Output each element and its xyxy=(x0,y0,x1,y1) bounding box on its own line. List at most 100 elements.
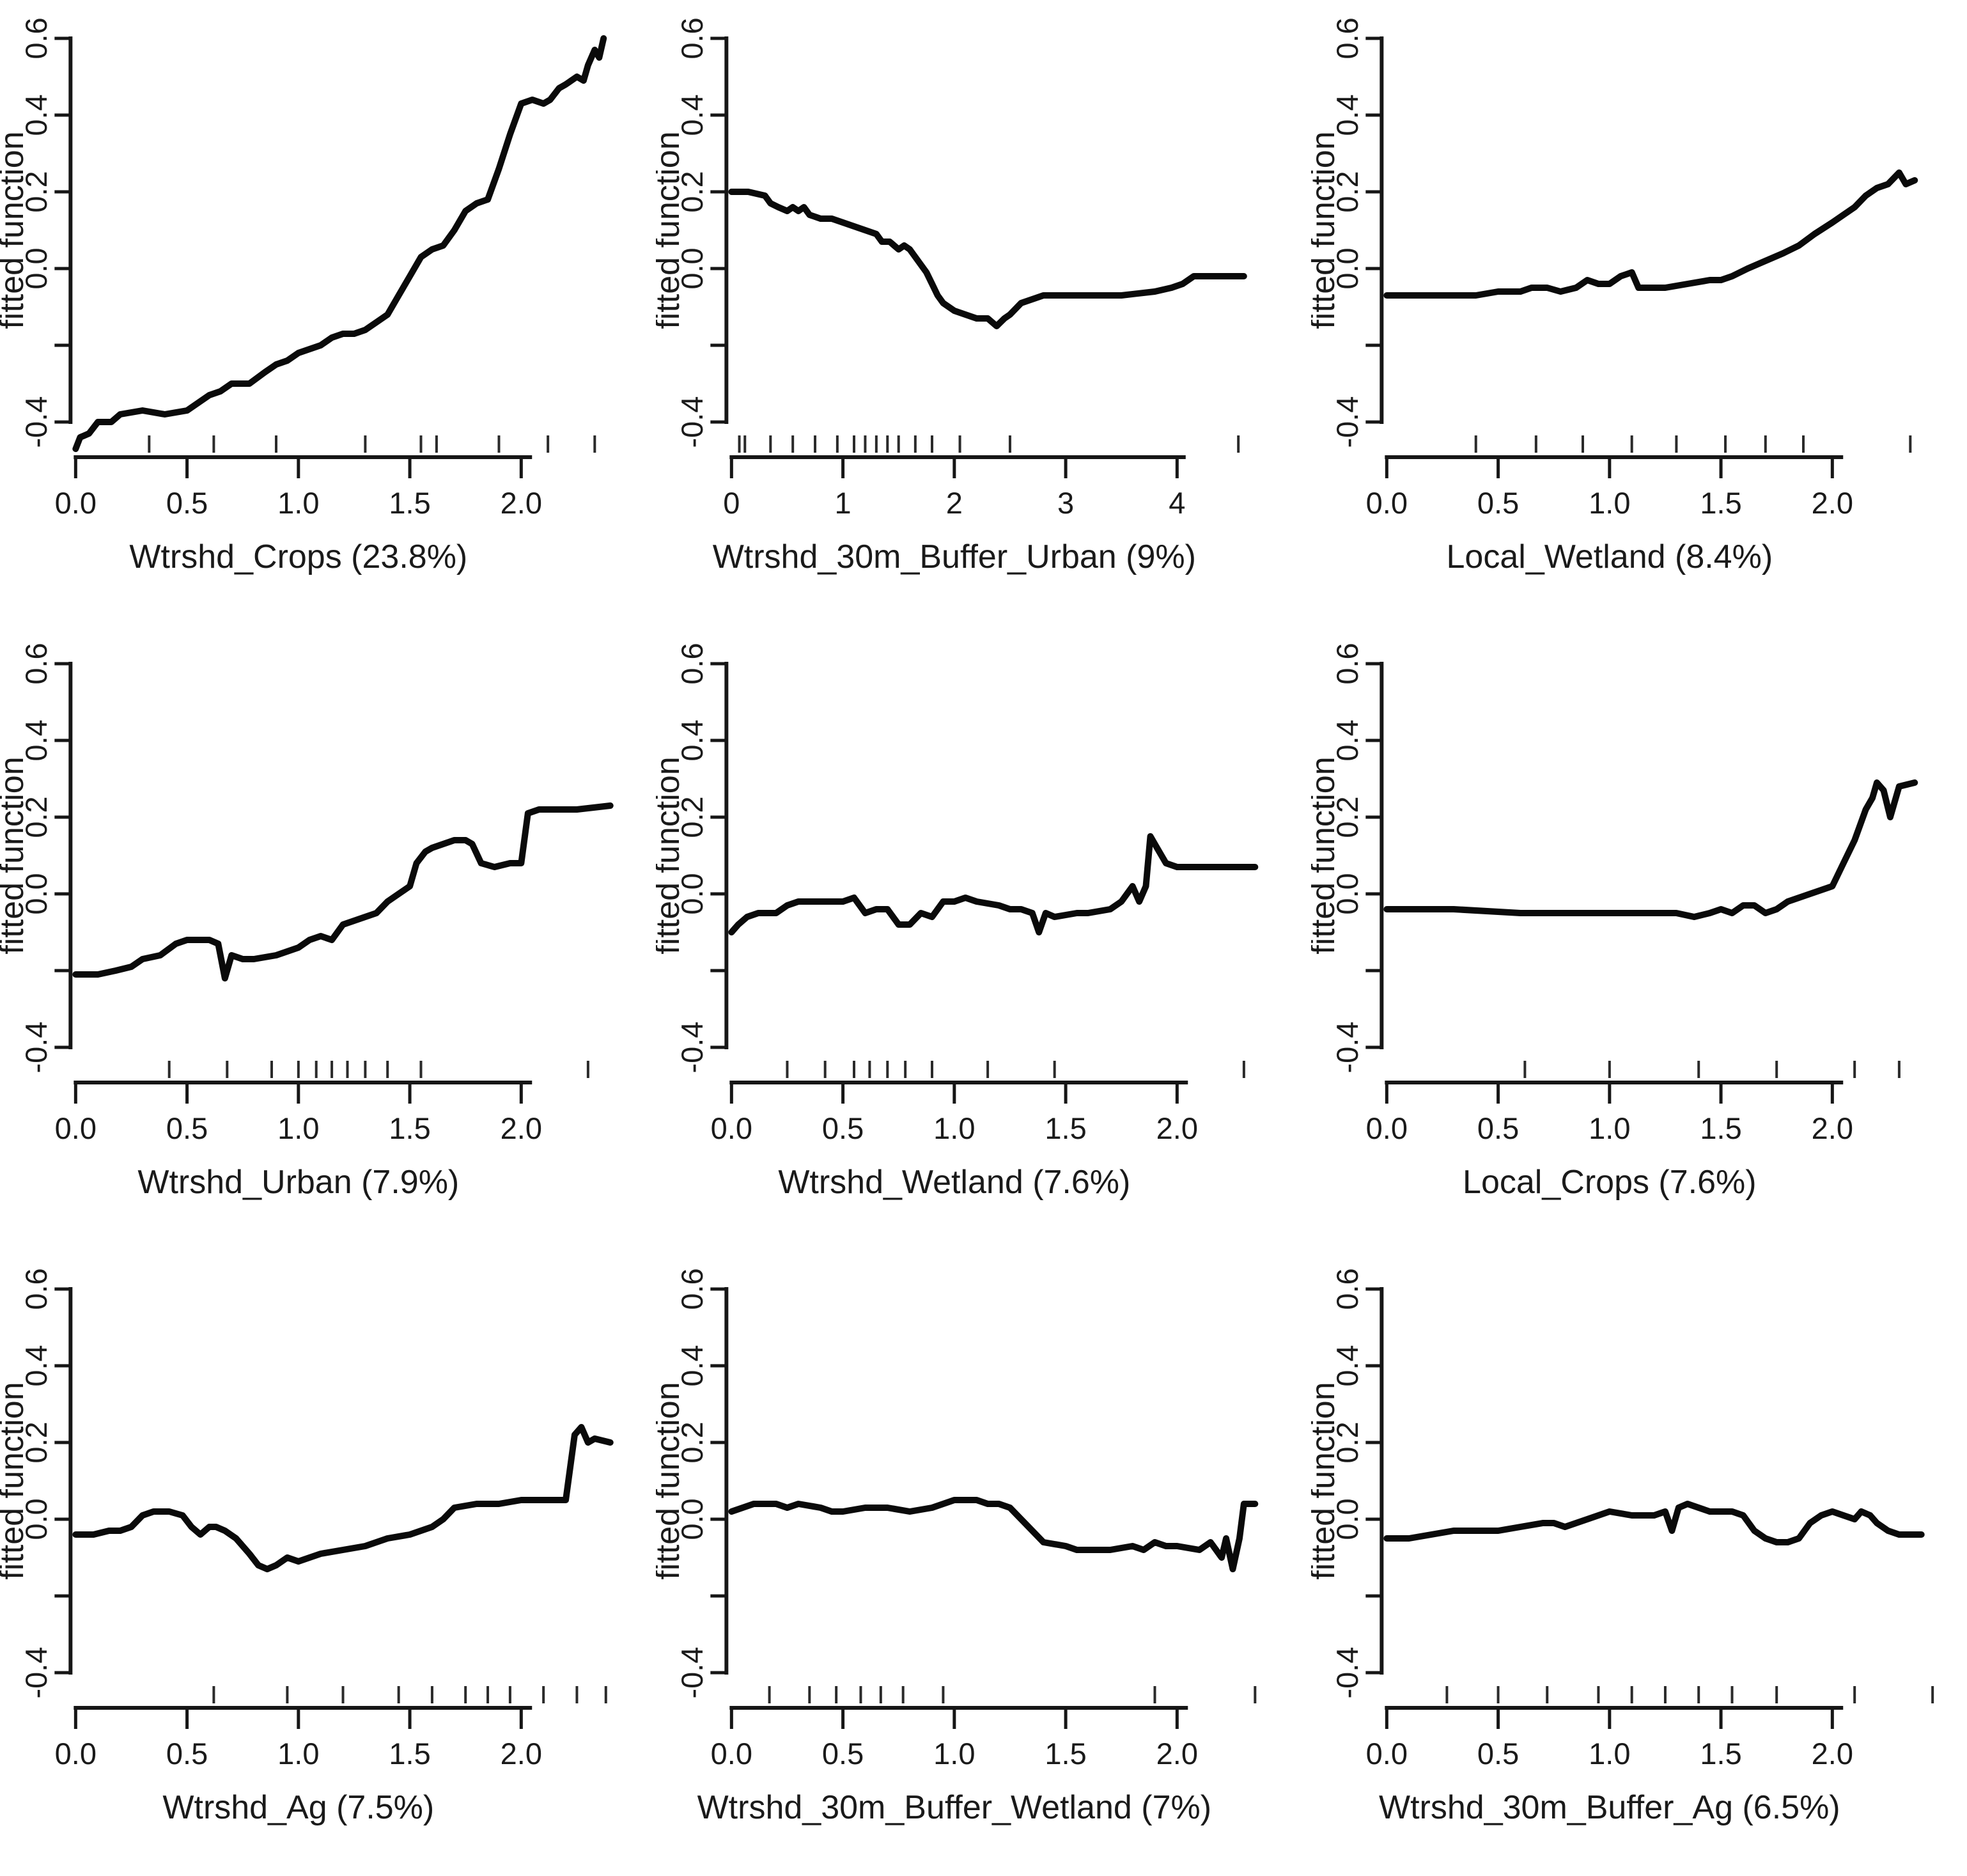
fitted-curve xyxy=(72,802,614,981)
x-tick-label: 3 xyxy=(1057,486,1074,520)
y-tick-label: 0.4 xyxy=(1330,94,1364,136)
y-axis-title: fitted function xyxy=(1311,131,1342,329)
y-axis-title: fitted function xyxy=(0,1382,31,1579)
x-tick-label: 1.5 xyxy=(1700,1111,1742,1145)
y-tick-label: 0.4 xyxy=(1330,1345,1364,1386)
x-axis-title: Wtrshd_30m_Buffer_Wetland (7%) xyxy=(697,1789,1211,1826)
y-tick-label: 0.2 xyxy=(674,1421,708,1463)
y-tick-label: -0.4 xyxy=(1330,396,1364,448)
x-tick-label: 1.0 xyxy=(933,1111,975,1145)
x-tick-label: 0.5 xyxy=(822,1111,864,1145)
x-tick-label: 0.0 xyxy=(1366,1111,1408,1145)
x-axis-title: Wtrshd_Urban (7.9%) xyxy=(137,1164,459,1201)
x-tick-label: 2.0 xyxy=(501,1737,542,1770)
x-tick-label: 0.5 xyxy=(166,486,208,520)
y-tick-label: 0.6 xyxy=(19,17,53,59)
x-tick-label: 4 xyxy=(1169,486,1185,520)
x-tick-label: 1.5 xyxy=(1045,1111,1086,1145)
y-tick-label: 0.0 xyxy=(19,247,53,289)
x-axis-title: Local_Crops (7.6%) xyxy=(1463,1164,1757,1201)
y-tick-label: 0.0 xyxy=(19,1498,53,1540)
x-axis-title: Wtrshd_30m_Buffer_Urban (9%) xyxy=(712,538,1195,575)
fitted-curve xyxy=(1383,169,1918,299)
y-tick-label: 0.2 xyxy=(1330,1421,1364,1463)
x-tick-label: 0.0 xyxy=(55,486,97,520)
x-tick-label: 2.0 xyxy=(501,1111,542,1145)
y-tick-label: 0.2 xyxy=(19,1421,53,1463)
x-tick-label: 1.0 xyxy=(1589,1111,1630,1145)
y-tick-label: -0.4 xyxy=(1330,1022,1364,1074)
y-tick-label: 0.6 xyxy=(19,643,53,684)
y-tick-label: 0.6 xyxy=(1330,1268,1364,1309)
fitted-curve xyxy=(727,189,1247,329)
x-tick-label: 0.5 xyxy=(166,1111,208,1145)
y-tick-label: -0.4 xyxy=(19,396,53,448)
y-tick-label: 0.2 xyxy=(674,171,708,212)
x-tick-label: 0.0 xyxy=(55,1737,97,1770)
x-tick-label: 0.0 xyxy=(1366,1737,1408,1770)
x-axis-title: Wtrshd_Wetland (7.6%) xyxy=(778,1164,1130,1201)
x-tick-label: 2.0 xyxy=(1812,1737,1853,1770)
x-tick-label: 0.5 xyxy=(1477,1737,1519,1770)
y-tick-label: 0.6 xyxy=(1330,17,1364,59)
y-tick-label: 0.2 xyxy=(19,171,53,212)
x-tick-label: 1 xyxy=(834,486,851,520)
y-tick-label: 0.6 xyxy=(674,643,708,684)
y-tick-label: 0.4 xyxy=(1330,719,1364,761)
x-tick-label: 0.5 xyxy=(166,1737,208,1770)
y-axis-title: fitted function xyxy=(0,756,31,954)
y-tick-label: 0.4 xyxy=(19,719,53,761)
y-tick-label: -0.4 xyxy=(674,396,708,448)
x-tick-label: 0.0 xyxy=(55,1111,97,1145)
x-tick-label: 1.5 xyxy=(1700,1737,1742,1770)
y-axis-title: fitted function xyxy=(656,756,687,954)
x-tick-label: 0.5 xyxy=(1477,1111,1519,1145)
x-tick-label: 0.5 xyxy=(822,1737,864,1770)
x-tick-label: 1.5 xyxy=(389,1737,430,1770)
x-tick-label: 1.0 xyxy=(1589,1737,1630,1770)
y-tick-label: 0.4 xyxy=(19,94,53,136)
y-axis-title: fitted function xyxy=(0,131,31,329)
x-tick-label: 1.0 xyxy=(1589,486,1630,520)
x-axis-title: Wtrshd_30m_Buffer_Ag (6.5%) xyxy=(1379,1789,1840,1826)
y-tick-label: 0.0 xyxy=(19,873,53,914)
x-tick-label: 0.5 xyxy=(1477,486,1519,520)
y-tick-label: -0.4 xyxy=(674,1647,708,1699)
x-tick-label: 0 xyxy=(723,486,740,520)
x-tick-label: 2 xyxy=(945,486,962,520)
x-tick-label: 1.0 xyxy=(277,1111,319,1145)
fitted-curve xyxy=(72,35,607,452)
x-tick-label: 1.0 xyxy=(277,1737,319,1770)
y-axis-title: fitted function xyxy=(1311,1382,1342,1579)
x-tick-label: 0.0 xyxy=(710,1111,752,1145)
x-axis-title: Local_Wetland (8.4%) xyxy=(1447,538,1773,575)
y-tick-label: -0.4 xyxy=(19,1022,53,1074)
y-tick-label: 0.0 xyxy=(1330,873,1364,914)
y-tick-label: 0.6 xyxy=(674,17,708,59)
fitted-curve xyxy=(1383,779,1918,920)
x-tick-label: 1.5 xyxy=(1700,486,1742,520)
y-tick-label: 0.2 xyxy=(19,796,53,838)
panel-wtrshd-30m-buffer-urban-9: 0.6 0.4 0.2 0.0 -0.4 fitted function 0 1 2 3 4 Wtrs… xyxy=(656,17,1247,575)
y-tick-label: 0.4 xyxy=(19,1345,53,1386)
y-tick-label: -0.4 xyxy=(1330,1647,1364,1699)
y-tick-label: 0.6 xyxy=(19,1268,53,1309)
y-tick-label: 0.0 xyxy=(1330,1498,1364,1540)
y-axis-title: fitted function xyxy=(656,1382,687,1579)
x-tick-label: 2.0 xyxy=(1156,1737,1197,1770)
y-tick-label: 0.4 xyxy=(674,719,708,761)
y-axis-title: fitted function xyxy=(656,131,687,329)
y-tick-label: 0.2 xyxy=(1330,796,1364,838)
y-tick-label: 0.6 xyxy=(674,1268,708,1309)
y-tick-label: 0.0 xyxy=(674,873,708,914)
x-tick-label: 2.0 xyxy=(1812,486,1853,520)
y-tick-label: 0.6 xyxy=(1330,643,1364,684)
y-axis-title: fitted function xyxy=(1311,756,1342,954)
